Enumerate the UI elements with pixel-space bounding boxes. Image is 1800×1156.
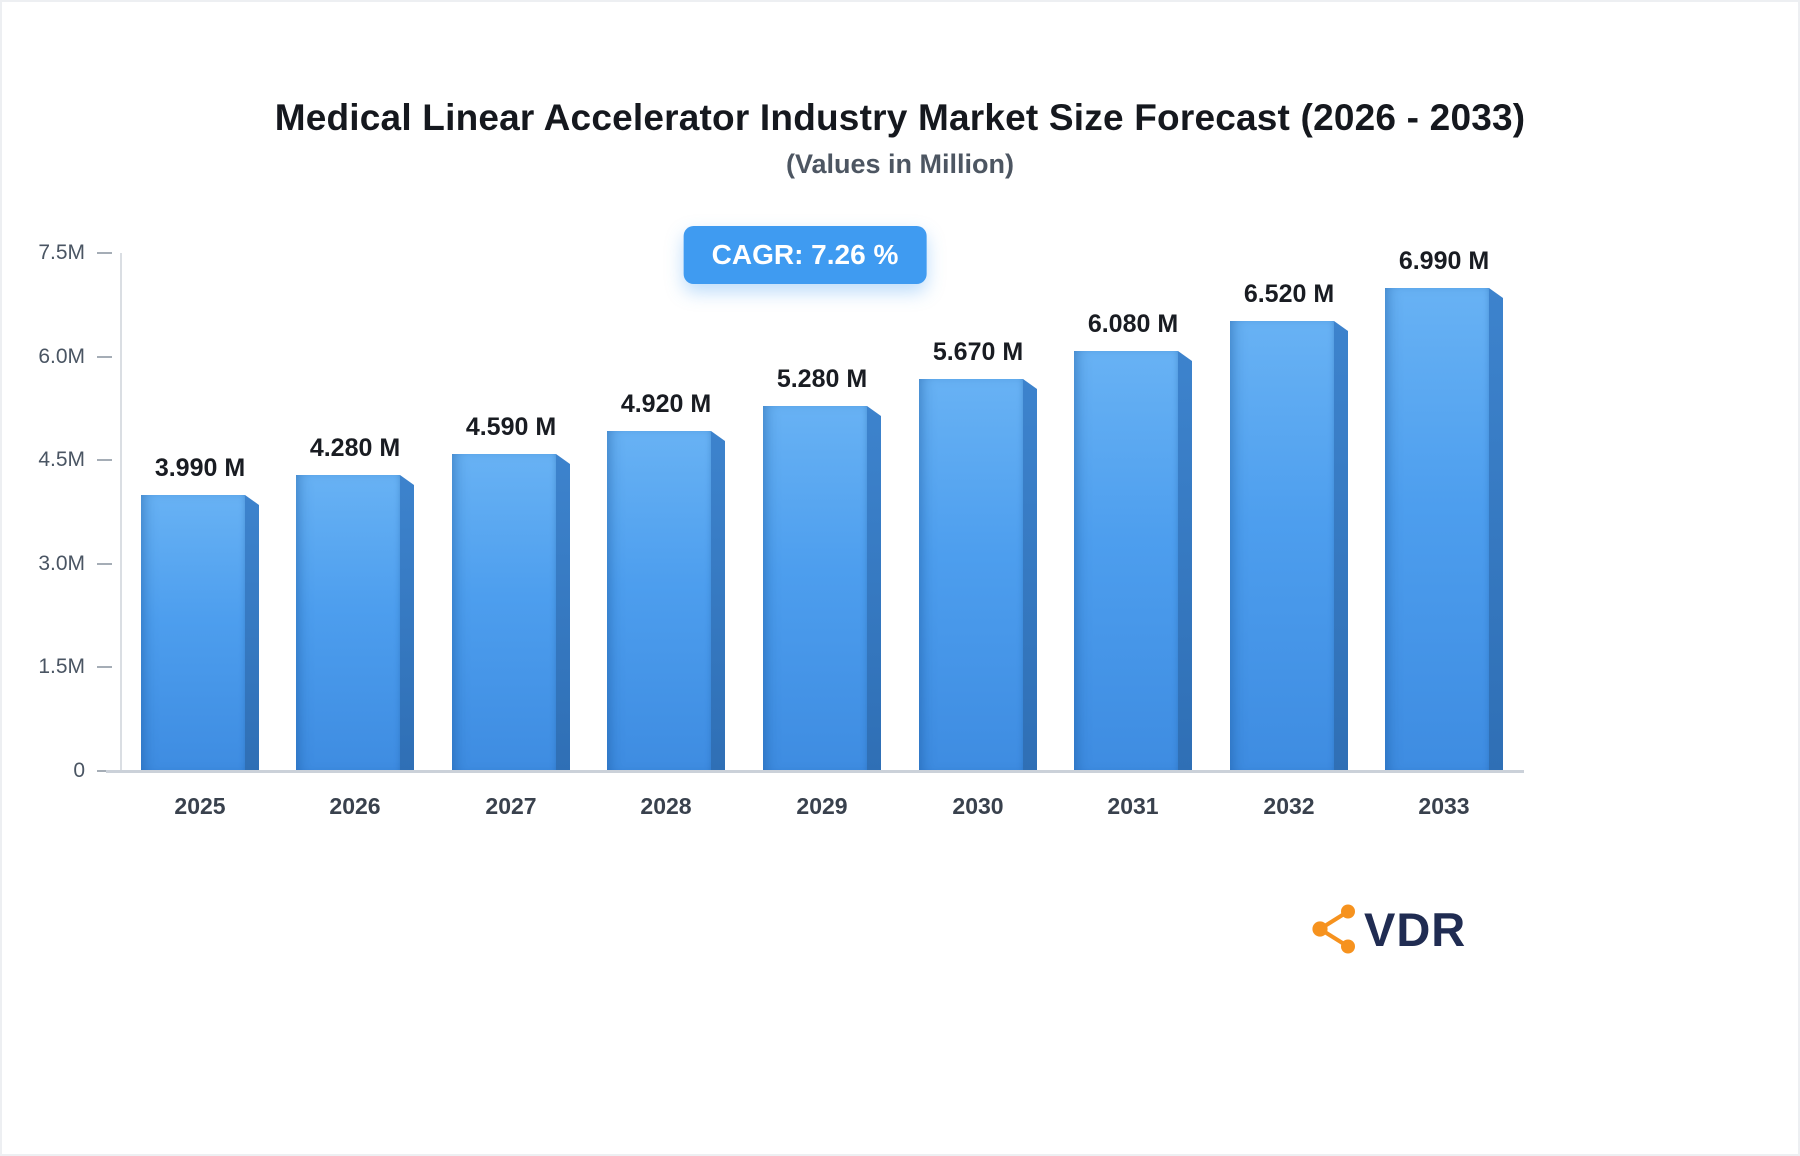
bar-face	[1230, 321, 1334, 771]
bar-2029	[763, 406, 881, 771]
x-axis-label: 2033	[1418, 793, 1470, 819]
bar-2025	[141, 495, 259, 771]
plot-area: 3.990 M 2025 4.280 M 2026 4.590 M 2027 4.920 M…	[122, 247, 1522, 819]
chart-title: Medical Linear Accelerator Industry Mark…	[274, 97, 1526, 138]
chart-subtitle: (Values in Million)	[785, 149, 1015, 179]
bar-value-label: 6.520 M	[1243, 280, 1335, 308]
y-axis-line	[120, 253, 122, 771]
y-tick: 1.5M	[38, 655, 112, 679]
bar-2028	[607, 431, 725, 771]
bar-value-label: 6.990 M	[1398, 247, 1490, 275]
x-axis-label: 2027	[485, 793, 537, 819]
y-tick-label: 1.5M	[38, 655, 85, 679]
logo: VDR	[1306, 901, 1466, 957]
y-tick: 4.5M	[38, 448, 112, 472]
y-tick: 3.0M	[38, 552, 112, 576]
y-tick-mark	[97, 770, 112, 772]
bar-2032	[1230, 321, 1348, 771]
logo-text: VDR	[1364, 902, 1467, 956]
y-tick-mark	[97, 666, 112, 669]
y-tick-label: 7.5M	[38, 241, 85, 264]
y-tick-mark	[97, 355, 112, 358]
bar-side	[556, 454, 570, 771]
x-axis-label: 2025	[174, 793, 226, 819]
bar-value-label: 4.920 M	[620, 390, 712, 418]
bar-face	[919, 379, 1023, 771]
bar-face	[452, 454, 556, 771]
bar-2027	[452, 454, 570, 771]
y-axis: 0 1.5M 3.0M 4.5M 6.0M 7.5M	[0, 241, 112, 782]
y-tick-mark	[97, 459, 112, 462]
bar-2026	[296, 475, 414, 771]
bar-side	[1178, 351, 1192, 771]
bar-side	[245, 495, 259, 771]
y-tick-label: 3.0M	[38, 551, 85, 575]
bar-value-label: 5.280 M	[776, 365, 868, 393]
bar-face	[1385, 288, 1489, 771]
x-axis-label: 2030	[952, 793, 1004, 819]
bar-face	[607, 431, 711, 771]
bar-value-label: 4.590 M	[465, 413, 557, 441]
y-tick-mark	[97, 252, 112, 254]
cagr-badge: CAGR: 7.26 %	[683, 226, 927, 284]
x-axis-label: 2031	[1107, 793, 1159, 819]
y-tick-label: 6.0M	[38, 344, 85, 368]
bar-side	[400, 475, 414, 771]
x-axis-label: 2028	[640, 793, 692, 819]
bar-2033	[1385, 288, 1503, 771]
molecule-network-icon	[1312, 904, 1355, 954]
x-axis-line	[106, 770, 1524, 773]
x-axis-label: 2032	[1263, 793, 1315, 819]
bar-value-label: 6.080 M	[1087, 310, 1179, 338]
bar-face	[1074, 351, 1178, 771]
bar-face	[763, 406, 867, 771]
bar-face	[296, 475, 400, 771]
y-tick-label: 4.5M	[38, 448, 85, 472]
bar-value-label: 4.280 M	[309, 434, 401, 462]
bar-value-label: 5.670 M	[932, 338, 1024, 366]
bar-2030	[919, 379, 1037, 771]
bar-side	[711, 431, 725, 771]
bar-side	[1489, 288, 1503, 771]
bar-face	[141, 495, 245, 771]
bar-side	[1023, 379, 1037, 771]
y-tick-mark	[97, 562, 112, 565]
y-tick: 0	[73, 759, 112, 783]
y-tick: 6.0M	[38, 345, 112, 369]
y-tick-label: 0	[73, 759, 85, 782]
bar-2031	[1074, 351, 1192, 771]
x-axis-label: 2029	[796, 793, 848, 819]
bar-side	[867, 406, 881, 771]
bar-side	[1334, 321, 1348, 771]
y-tick: 7.5M	[38, 241, 112, 265]
x-axis-label: 2026	[329, 793, 381, 819]
bar-value-label: 3.990 M	[154, 454, 246, 482]
